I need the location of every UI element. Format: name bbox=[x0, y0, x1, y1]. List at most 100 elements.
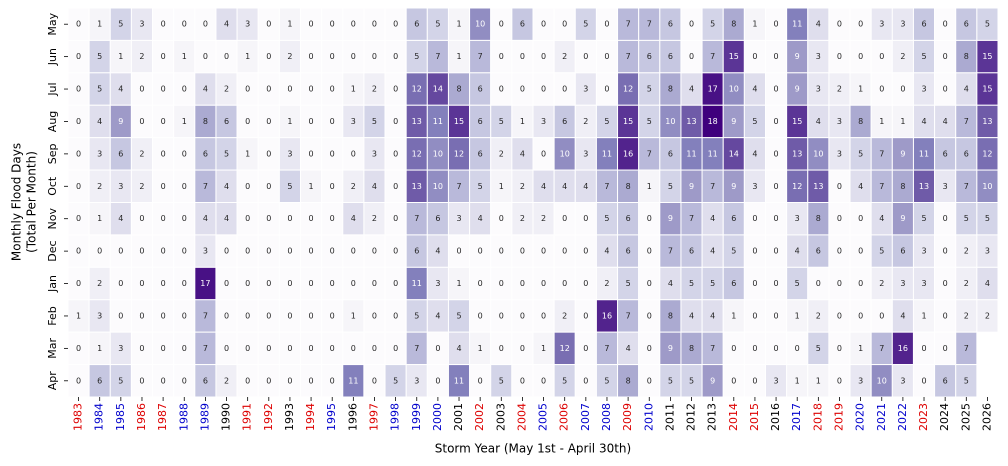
y-tick-label: Jun bbox=[46, 48, 59, 66]
cell-label: 5 bbox=[224, 149, 229, 158]
cell-label: 3 bbox=[245, 20, 250, 29]
cell-label: 7 bbox=[668, 247, 673, 256]
cell-label: 2 bbox=[139, 52, 144, 61]
cell-label: 0 bbox=[182, 344, 187, 353]
x-tick-label: 1992 bbox=[262, 403, 275, 431]
cell-label: 13 bbox=[919, 182, 929, 191]
cell-label: 0 bbox=[647, 247, 652, 256]
x-tick-label: 2018 bbox=[811, 403, 824, 431]
cell-label: 0 bbox=[393, 279, 398, 288]
cell-label: 4 bbox=[583, 182, 588, 191]
cell-label: 0 bbox=[118, 279, 123, 288]
cell-label: 2 bbox=[879, 279, 884, 288]
cell-label: 0 bbox=[583, 214, 588, 223]
cell-label: 2 bbox=[583, 117, 588, 126]
cell-label: 7 bbox=[604, 182, 609, 191]
cell-label: 0 bbox=[393, 182, 398, 191]
cell-label: 0 bbox=[752, 52, 757, 61]
cell-label: 4 bbox=[520, 149, 525, 158]
cell-label: 5 bbox=[689, 279, 694, 288]
cell-label: 0 bbox=[774, 311, 779, 320]
y-tick-label: May bbox=[46, 12, 59, 35]
cell-label: 0 bbox=[330, 52, 335, 61]
cell-label: 3 bbox=[858, 376, 863, 385]
cell-label: 7 bbox=[626, 20, 631, 29]
cell-label: 0 bbox=[309, 311, 314, 320]
x-tick-label: 2007 bbox=[579, 403, 592, 431]
cell-label: 5 bbox=[97, 85, 102, 94]
cell-label: 13 bbox=[412, 182, 422, 191]
cell-label: 5 bbox=[921, 52, 926, 61]
cell-label: 8 bbox=[626, 376, 631, 385]
cell-label: 2 bbox=[499, 149, 504, 158]
cell-label: 2 bbox=[964, 247, 969, 256]
cell-label: 0 bbox=[161, 117, 166, 126]
cell-label: 13 bbox=[813, 182, 823, 191]
cell-label: 0 bbox=[774, 85, 779, 94]
cell-label: 4 bbox=[900, 311, 905, 320]
cell-label: 0 bbox=[837, 247, 842, 256]
cell-label: 0 bbox=[541, 85, 546, 94]
cell-label: 4 bbox=[203, 85, 208, 94]
cell-label: 1 bbox=[97, 20, 102, 29]
cell-label: 0 bbox=[330, 149, 335, 158]
cell-label: 0 bbox=[752, 311, 757, 320]
cell-label: 2 bbox=[541, 214, 546, 223]
cell-label: 0 bbox=[478, 279, 483, 288]
x-tick-label: 2005 bbox=[537, 403, 550, 431]
x-tick-label: 2009 bbox=[621, 403, 634, 431]
cell-label: 1 bbox=[647, 182, 652, 191]
cell-label: 0 bbox=[774, 214, 779, 223]
cell-label: 4 bbox=[943, 117, 948, 126]
x-tick-label: 1984 bbox=[93, 403, 106, 431]
cell-label: 0 bbox=[520, 344, 525, 353]
cell-label: 6 bbox=[118, 149, 123, 158]
cell-label: 5 bbox=[879, 247, 884, 256]
cell-label: 2 bbox=[604, 279, 609, 288]
cell-label: 2 bbox=[97, 182, 102, 191]
cell-label: 6 bbox=[731, 214, 736, 223]
cell-label: 4 bbox=[456, 344, 461, 353]
cell-label: 0 bbox=[583, 247, 588, 256]
x-tick-label: 2015 bbox=[748, 403, 761, 431]
cell-label: 3 bbox=[879, 20, 884, 29]
cell-label: 0 bbox=[266, 117, 271, 126]
cell-label: 0 bbox=[583, 311, 588, 320]
cell-label: 6 bbox=[668, 149, 673, 158]
cell-label: 0 bbox=[858, 311, 863, 320]
x-tick-label: 1983 bbox=[72, 403, 85, 431]
cell-label: 2 bbox=[372, 214, 377, 223]
x-tick-label: 2001 bbox=[452, 403, 465, 431]
cell-label: 13 bbox=[982, 117, 992, 126]
cell-label: 6 bbox=[224, 117, 229, 126]
cell-label: 15 bbox=[982, 85, 992, 94]
cell-label: 4 bbox=[435, 247, 440, 256]
cell-label: 0 bbox=[752, 214, 757, 223]
x-tick-label: 2008 bbox=[600, 403, 613, 431]
cell-label: 0 bbox=[118, 247, 123, 256]
cell-label: 0 bbox=[752, 279, 757, 288]
cell-label: 0 bbox=[499, 344, 504, 353]
cell-label: 0 bbox=[266, 20, 271, 29]
cell-label: 4 bbox=[224, 182, 229, 191]
cell-label: 7 bbox=[710, 344, 715, 353]
cell-label: 0 bbox=[161, 52, 166, 61]
cell-label: 0 bbox=[921, 376, 926, 385]
cell-label: 0 bbox=[245, 182, 250, 191]
cell-label: 0 bbox=[879, 85, 884, 94]
cell-label: 5 bbox=[710, 279, 715, 288]
cell-label: 10 bbox=[877, 376, 887, 385]
cell-label: 0 bbox=[309, 20, 314, 29]
cell-label: 0 bbox=[161, 20, 166, 29]
cell-label: 0 bbox=[752, 344, 757, 353]
cell-label: 1 bbox=[478, 344, 483, 353]
cell-label: 1 bbox=[879, 117, 884, 126]
cell-label: 0 bbox=[309, 344, 314, 353]
cell-label: 0 bbox=[76, 85, 81, 94]
cell-label: 0 bbox=[520, 376, 525, 385]
cell-label: 3 bbox=[837, 149, 842, 158]
cell-label: 1 bbox=[731, 311, 736, 320]
cell-label: 10 bbox=[433, 182, 443, 191]
cell-label: 0 bbox=[520, 52, 525, 61]
cell-label: 0 bbox=[224, 344, 229, 353]
